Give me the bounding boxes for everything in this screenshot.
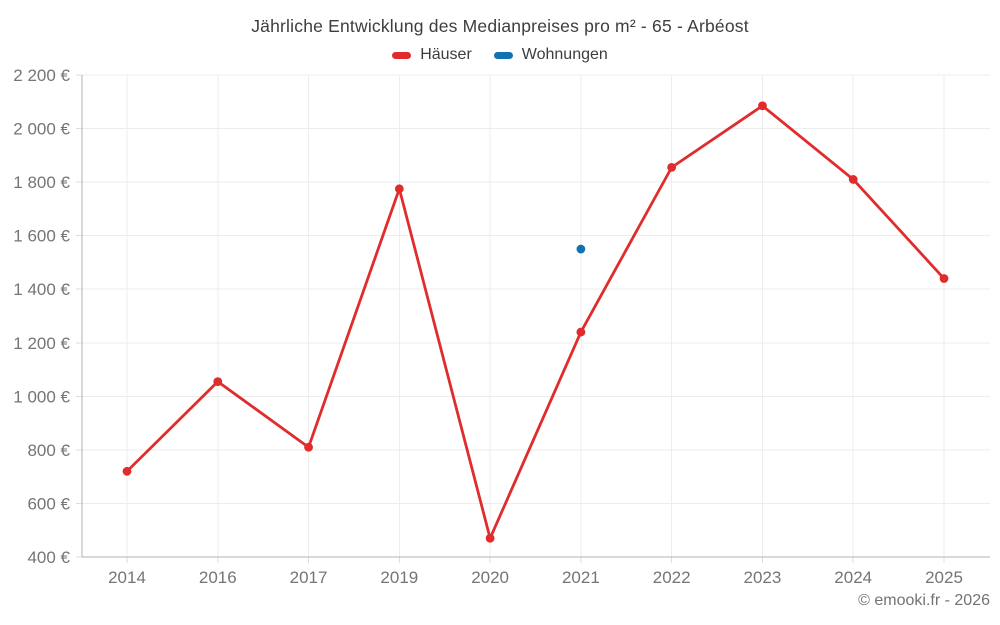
x-tick-label: 2021 [562,568,600,587]
data-point[interactable] [758,101,767,111]
x-tick-label: 2022 [653,568,691,587]
x-tick-label: 2019 [380,568,418,587]
y-tick-label: 2 000 € [13,120,70,139]
x-tick-label: 2017 [290,568,328,587]
y-tick-label: 1 200 € [13,334,70,353]
data-point[interactable] [939,274,949,283]
wohnungen-series-swatch [493,51,513,59]
y-tick-label: 1 400 € [13,280,70,299]
data-point[interactable] [394,184,404,194]
x-tick-label: 2014 [108,568,146,587]
x-tick-label: 2023 [744,568,782,587]
y-tick-label: 1 000 € [13,387,70,406]
x-tick-label: 2025 [925,568,963,587]
haeuser-series-swatch [392,51,412,59]
y-tick-label: 800 € [27,441,70,460]
footer-credit: © emooki.fr - 2026 [858,592,990,609]
data-point[interactable] [848,175,858,184]
data-point[interactable] [213,377,223,387]
data-point[interactable] [485,533,495,543]
data-point[interactable] [122,466,132,476]
y-tick-label: 2 200 € [13,66,70,85]
y-tick-label: 1 600 € [13,227,70,246]
legend-label-wohnungen: Wohnungen [521,46,608,63]
chart-title: Jährliche Entwicklung des Medianpreises … [251,16,749,36]
series-line-häuser [125,104,946,540]
x-tick-label: 2024 [834,568,872,587]
data-point[interactable] [576,327,586,337]
y-tick-label: 600 € [27,494,70,513]
data-point[interactable] [576,244,586,254]
legend-label-haeuser: Häuser [420,46,472,63]
chart-legend: Häuser Wohnungen [0,46,1000,64]
y-tick-label: 400 € [27,548,70,567]
legend-item-wohnungen[interactable]: Wohnungen [493,46,608,64]
legend-item-haeuser[interactable]: Häuser [392,46,472,64]
y-tick-label: 1 800 € [13,173,70,192]
x-tick-label: 2020 [471,568,509,587]
x-tick-label: 2016 [199,568,237,587]
data-point[interactable] [667,162,677,172]
data-point[interactable] [304,442,313,452]
